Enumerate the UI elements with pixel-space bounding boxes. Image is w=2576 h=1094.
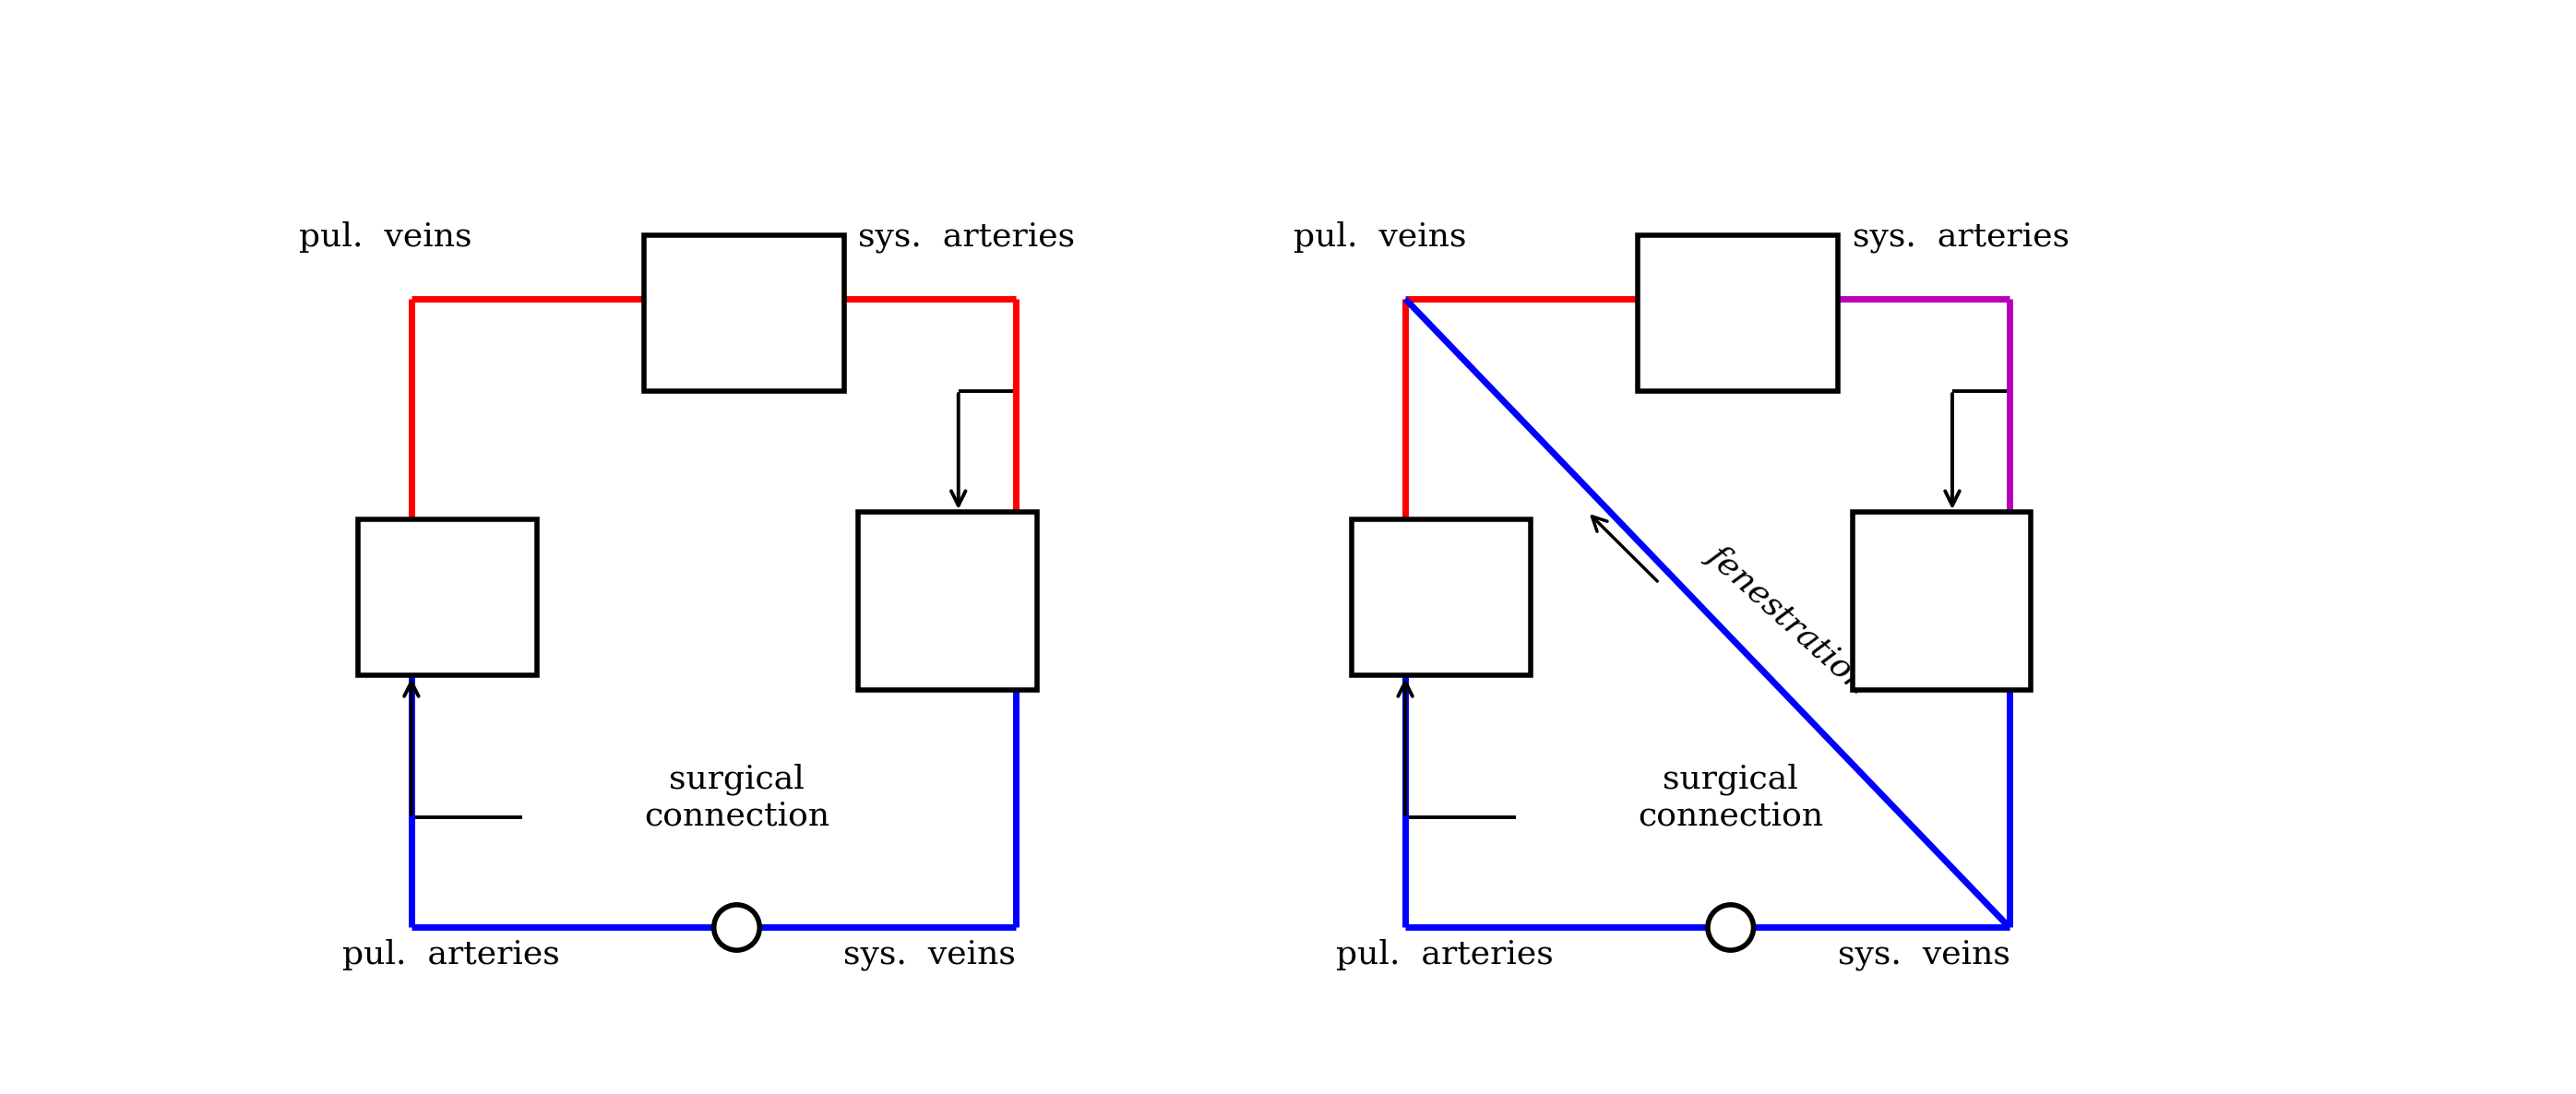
Text: sys.  veins: sys. veins xyxy=(842,939,1015,970)
Text: sys.
organs: sys. organs xyxy=(894,569,1002,632)
Text: lungs: lungs xyxy=(404,582,489,612)
Text: sys.
organs: sys. organs xyxy=(1888,569,1994,632)
Text: single
ventricle: single ventricle xyxy=(1669,281,1806,345)
Text: sys.  veins: sys. veins xyxy=(1837,939,2009,970)
Text: pul.  arteries: pul. arteries xyxy=(1337,939,1553,970)
Text: surgical
connection: surgical connection xyxy=(1638,764,1824,831)
FancyBboxPatch shape xyxy=(1352,519,1530,675)
Circle shape xyxy=(714,905,760,951)
FancyBboxPatch shape xyxy=(644,235,845,392)
Text: sys.  arteries: sys. arteries xyxy=(858,221,1074,253)
Circle shape xyxy=(1708,905,1754,951)
Text: pul.  veins: pul. veins xyxy=(299,221,471,253)
Text: pul.  veins: pul. veins xyxy=(1293,221,1466,253)
Text: sys.  arteries: sys. arteries xyxy=(1852,221,2069,253)
Text: fenestration: fenestration xyxy=(1700,538,1875,699)
Text: single
ventricle: single ventricle xyxy=(675,281,814,345)
FancyBboxPatch shape xyxy=(358,519,536,675)
Text: surgical
connection: surgical connection xyxy=(644,764,829,831)
Text: lungs: lungs xyxy=(1399,582,1484,612)
FancyBboxPatch shape xyxy=(1638,235,1837,392)
Text: pul.  arteries: pul. arteries xyxy=(343,939,559,970)
FancyBboxPatch shape xyxy=(858,512,1038,689)
FancyBboxPatch shape xyxy=(1852,512,2030,689)
